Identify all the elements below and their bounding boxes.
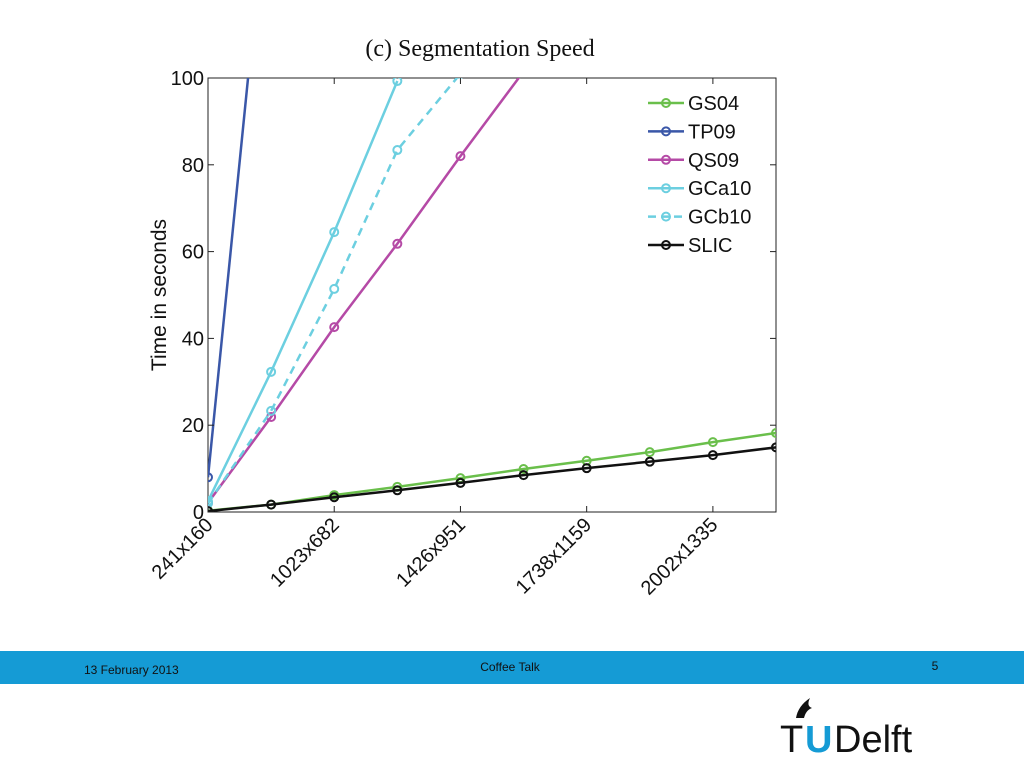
x-tick-label: 1023x682 (266, 514, 344, 592)
footer-title: Coffee Talk (480, 660, 541, 674)
marker (208, 498, 213, 509)
y-tick-label: 20 (182, 415, 204, 437)
series-line (208, 80, 399, 502)
series-line (208, 78, 250, 478)
y-axis-label: Time in seconds (148, 219, 171, 371)
marker (518, 470, 529, 481)
plot-box (207, 77, 777, 513)
logo-delft: Delft (834, 719, 913, 761)
x-tick-label: 1738x1159 (512, 514, 596, 598)
marker (644, 456, 655, 467)
marker (581, 463, 592, 474)
legend-marker (661, 154, 671, 165)
legend-label: GCb10 (688, 207, 751, 229)
marker (266, 405, 277, 416)
marker (208, 506, 213, 512)
series-line (208, 431, 776, 512)
x-tick-label: 2002x1335 (637, 514, 723, 600)
marker (392, 238, 403, 249)
series-layer (208, 67, 776, 512)
x-tick-label: 1426x951 (392, 514, 470, 592)
marker (392, 485, 403, 496)
marker (771, 442, 776, 453)
footer-bar (0, 651, 1024, 684)
legend-label: GS04 (688, 93, 739, 115)
legend-marker (661, 126, 671, 137)
legend-label: QS09 (688, 150, 739, 172)
marker (518, 464, 529, 475)
series-line (208, 78, 521, 504)
logo-u: U (805, 719, 832, 761)
marker (392, 78, 403, 87)
y-tick-label: 100 (171, 68, 204, 90)
marker (455, 151, 466, 162)
y-tick-label: 40 (182, 328, 204, 350)
legend-marker (661, 98, 671, 108)
marker (707, 437, 718, 448)
y-tick-label: 80 (182, 155, 204, 177)
y-tick-label: 0 (193, 502, 204, 524)
marker (392, 145, 403, 156)
marker (208, 472, 213, 483)
marker (644, 447, 655, 458)
marker (707, 450, 718, 461)
legend-label: TP09 (688, 121, 736, 143)
series-line (208, 446, 776, 512)
logo-t: T (780, 719, 803, 761)
legend-label: SLIC (688, 235, 732, 257)
marker (458, 78, 463, 79)
legend-marker (661, 183, 671, 194)
marker (266, 366, 277, 377)
marker (329, 283, 340, 294)
marker (455, 477, 466, 488)
x-tick-label: 241x160 (148, 514, 218, 584)
page-number: 5 (932, 659, 939, 673)
chart-title: (c) Segmentation Speed (365, 36, 594, 62)
legend-label: GCa10 (688, 178, 751, 200)
legend-marker (661, 240, 671, 250)
footer-date: 13 February 2013 (84, 663, 179, 677)
y-tick-label: 60 (182, 242, 204, 264)
series-line (208, 78, 459, 505)
marker (329, 322, 340, 333)
marker (771, 428, 776, 439)
marker (329, 227, 340, 238)
logo-flame (796, 698, 812, 718)
marker (266, 499, 277, 510)
marker (329, 492, 340, 503)
marker (520, 67, 528, 75)
legend-marker (661, 211, 671, 222)
